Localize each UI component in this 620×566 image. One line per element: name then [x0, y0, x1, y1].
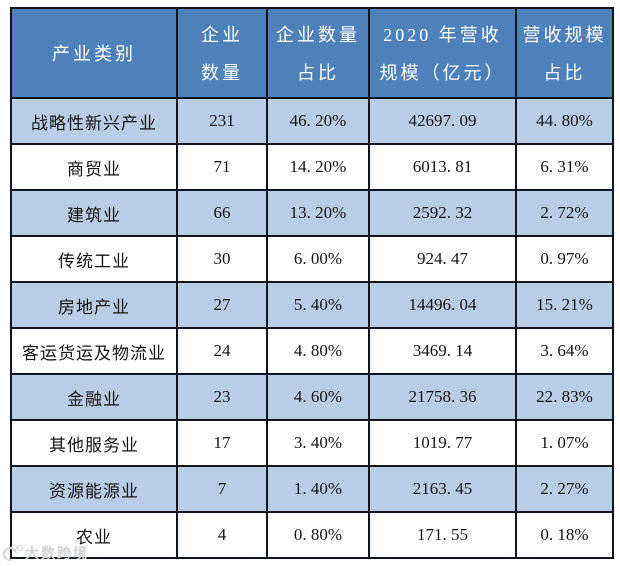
header-label-line2: 规模（亿元）: [379, 63, 506, 83]
cell-revenue-pct: 0. 18%: [515, 511, 614, 559]
cell-revenue-pct: 0. 97%: [515, 235, 614, 283]
cell-category: 农业: [10, 511, 178, 559]
cell-count: 27: [176, 281, 268, 329]
cell-revenue: 171. 55: [368, 511, 517, 559]
cell-revenue-pct: 2. 72%: [515, 189, 614, 237]
logo-dot: [17, 545, 23, 551]
cell-revenue: 2163. 45: [368, 465, 517, 513]
table-row: 房地产业 27 5. 40% 14496. 04 15. 21%: [10, 281, 614, 329]
cell-category: 其他服务业: [10, 419, 178, 467]
header-cell-revenue-2020: 2020 年营收 规模（亿元）: [368, 7, 517, 99]
header-label-line1: 营收规模: [522, 25, 607, 45]
dashu-kuajing-logo-icon: [0, 544, 23, 564]
cell-count-pct: 3. 40%: [266, 419, 370, 467]
header-label-line2: 占比: [543, 63, 586, 83]
cell-revenue-pct: 2. 27%: [515, 465, 614, 513]
cell-revenue: 924. 47: [368, 235, 517, 283]
table-row: 农业 4 0. 80% 171. 55 0. 18%: [10, 511, 614, 559]
cell-category: 资源能源业: [10, 465, 178, 513]
cell-count-pct: 14. 20%: [266, 143, 370, 191]
table-row: 金融业 23 4. 60% 21758. 36 22. 83%: [10, 373, 614, 421]
cell-count: 231: [176, 97, 268, 145]
cell-count-pct: 4. 60%: [266, 373, 370, 421]
table-header: 产业类别 企业 数量 企业数量 占比 2020 年营收: [10, 7, 614, 99]
cell-revenue-pct: 15. 21%: [515, 281, 614, 329]
header-label-line1: 2020 年营收: [383, 25, 502, 45]
cell-count-pct: 4. 80%: [266, 327, 370, 375]
cell-revenue: 1019. 77: [368, 419, 517, 467]
industry-table: 产业类别 企业 数量 企业数量 占比 2020 年营收: [10, 7, 614, 559]
cell-revenue: 6013. 81: [368, 143, 517, 191]
cell-count-pct: 0. 80%: [266, 511, 370, 559]
cell-count: 7: [176, 465, 268, 513]
table-row: 商贸业 71 14. 20% 6013. 81 6. 31%: [10, 143, 614, 191]
cell-count: 4: [176, 511, 268, 559]
cell-count-pct: 46. 20%: [266, 97, 370, 145]
table-row: 建筑业 66 13. 20% 2592. 32 2. 72%: [10, 189, 614, 237]
logo-dot: [11, 545, 17, 551]
table-row: 其他服务业 17 3. 40% 1019. 77 1. 07%: [10, 419, 614, 467]
cell-count: 71: [176, 143, 268, 191]
table-row: 传统工业 30 6. 00% 924. 47 0. 97%: [10, 235, 614, 283]
cell-count: 66: [176, 189, 268, 237]
header-label-line1: 企业: [201, 25, 243, 45]
table-row: 战略性新兴产业 231 46. 20% 42697. 09 44. 80%: [10, 97, 614, 145]
header-label-line2: 占比: [297, 63, 339, 83]
cell-count: 30: [176, 235, 268, 283]
cell-category: 传统工业: [10, 235, 178, 283]
table-body: 战略性新兴产业 231 46. 20% 42697. 09 44. 80% 商贸…: [10, 97, 614, 559]
cell-revenue-pct: 44. 80%: [515, 97, 614, 145]
cell-revenue: 14496. 04: [368, 281, 517, 329]
header-cell-count-percentage: 企业数量 占比: [266, 7, 370, 99]
watermark: 大数跨境: [0, 543, 89, 564]
cell-category: 金融业: [10, 373, 178, 421]
cell-count-pct: 6. 00%: [266, 235, 370, 283]
watermark-text: 大数跨境: [25, 545, 89, 561]
cell-revenue-pct: 22. 83%: [515, 373, 614, 421]
cell-count: 24: [176, 327, 268, 375]
cell-category: 客运货运及物流业: [10, 327, 178, 375]
cell-count: 23: [176, 373, 268, 421]
header-label: 产业类别: [52, 44, 136, 64]
cell-revenue-pct: 3. 64%: [515, 327, 614, 375]
cell-revenue: 42697. 09: [368, 97, 517, 145]
cell-count: 17: [176, 419, 268, 467]
header-cell-revenue-percentage: 营收规模 占比: [515, 7, 614, 99]
header-label-line1: 企业数量: [276, 25, 360, 45]
cell-revenue: 21758. 36: [368, 373, 517, 421]
header-cell-industry-category: 产业类别: [10, 7, 178, 99]
cell-revenue-pct: 1. 07%: [515, 419, 614, 467]
cell-category: 房地产业: [10, 281, 178, 329]
cell-count-pct: 5. 40%: [266, 281, 370, 329]
cell-count-pct: 1. 40%: [266, 465, 370, 513]
cell-category: 战略性新兴产业: [10, 97, 178, 145]
cell-count-pct: 13. 20%: [266, 189, 370, 237]
table-row: 客运货运及物流业 24 4. 80% 3469. 14 3. 64%: [10, 327, 614, 375]
cell-revenue: 2592. 32: [368, 189, 517, 237]
cell-category: 建筑业: [10, 189, 178, 237]
table-row: 资源能源业 7 1. 40% 2163. 45 2. 27%: [10, 465, 614, 513]
cell-revenue-pct: 6. 31%: [515, 143, 614, 191]
cell-revenue: 3469. 14: [368, 327, 517, 375]
header-cell-enterprise-count: 企业 数量: [176, 7, 268, 99]
header-row: 产业类别 企业 数量 企业数量 占比 2020 年营收: [10, 7, 614, 99]
cell-category: 商贸业: [10, 143, 178, 191]
header-label-line2: 数量: [201, 63, 243, 83]
